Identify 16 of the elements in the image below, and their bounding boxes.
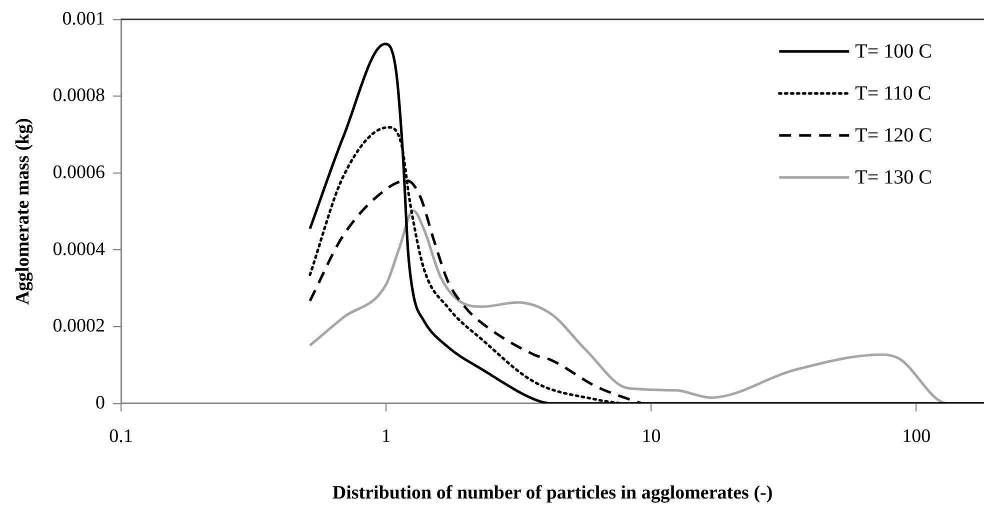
y-tick-label: 0.0002 [52,316,106,337]
x-tick-label: 1 [381,426,391,447]
x-tick-label: 100 [902,426,931,447]
y-tick-label: 0.001 [62,8,106,30]
legend-label: T= 120 C [855,124,932,147]
legend-label: T= 130 C [855,166,932,189]
x-tick-label: 10 [642,426,661,447]
y-tick-label: 0.0006 [52,162,106,183]
legend-label: T= 110 C [855,82,932,105]
y-axis-title: Agglomerate mass (kg) [12,118,34,305]
y-tick-label: 0.0004 [52,238,106,260]
x-tick-label: 0.1 [109,426,133,447]
x-axis-title: Distribution of number of particles in agglomerates (-) [332,482,773,504]
legend-label: T= 100 C [855,40,932,63]
y-tick-label: 0 [96,392,106,414]
y-tick-label: 0.0008 [52,85,106,106]
